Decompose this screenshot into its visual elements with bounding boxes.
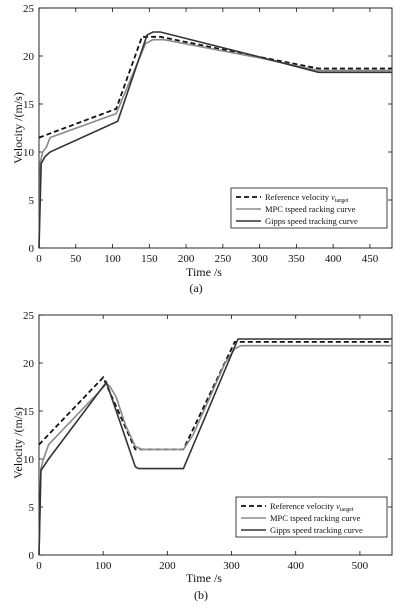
x-tick-label: 200: [159, 560, 176, 572]
series-line-0: [38, 35, 392, 139]
x-tick-label: 300: [223, 560, 240, 572]
chart-b-xlabel: Time /s: [186, 571, 222, 585]
x-tick-label: 400: [325, 253, 342, 265]
chart-a-ylabel: Velocity /(m/s): [11, 92, 25, 164]
x-tick-label: 150: [141, 253, 158, 265]
chart-a-xlabel: Time /s: [186, 265, 222, 279]
x-tick-label: 450: [362, 253, 379, 265]
chart-b-plot-frame: [38, 314, 393, 556]
chart-b-ylabel: Velocity /(m/s): [11, 407, 25, 479]
y-tick-label: 20: [23, 358, 35, 370]
series-line-2: [38, 338, 392, 556]
y-tick-label: 5: [29, 195, 35, 207]
series-line-1: [38, 344, 392, 556]
x-tick-label: 50: [70, 253, 82, 265]
y-tick-label: 15: [23, 406, 35, 418]
legend-label: Reference velocity vtarget: [265, 192, 349, 204]
series-line-2: [38, 31, 392, 249]
series-line-0: [38, 340, 392, 451]
x-tick-label: 0: [36, 560, 42, 572]
legend-label: Reference velocity vtarget: [270, 501, 354, 513]
x-tick-label: 200: [178, 253, 195, 265]
x-tick-label: 350: [288, 253, 305, 265]
x-tick-label: 100: [104, 253, 121, 265]
legend-label: Gipps speed tracking curve: [265, 216, 358, 226]
chart-a-caption: (a): [189, 281, 202, 295]
x-tick-label: 300: [251, 253, 268, 265]
legend-label: MPC tspeed racking curve: [270, 513, 361, 523]
x-tick-label: 100: [95, 560, 112, 572]
legend-label: Gipps speed tracking curve: [270, 525, 363, 535]
x-tick-label: 500: [352, 560, 369, 572]
legend-label: MPC tspeed racking curve: [265, 204, 356, 214]
chart-b: Velocity /(m/s) Time /s (b) 0 100 200 300 40…: [11, 310, 393, 602]
y-tick-label: 0: [29, 550, 35, 562]
chart-a: Velocity /(m/s) Time /s (a) 0 50 100 150 200…: [11, 3, 393, 295]
y-tick-label: 20: [23, 51, 35, 63]
y-tick-label: 10: [23, 147, 35, 159]
x-tick-label: 400: [287, 560, 304, 572]
y-tick-label: 15: [23, 99, 35, 111]
y-tick-label: 5: [29, 502, 35, 514]
chart-a-plot-frame: [38, 7, 393, 249]
chart-b-caption: (b): [194, 588, 208, 602]
x-tick-label: 0: [36, 253, 42, 265]
y-tick-label: 25: [23, 310, 35, 322]
y-tick-label: 25: [23, 3, 35, 15]
x-tick-label: 250: [215, 253, 232, 265]
y-tick-label: 10: [23, 454, 35, 466]
y-tick-label: 0: [29, 243, 35, 255]
